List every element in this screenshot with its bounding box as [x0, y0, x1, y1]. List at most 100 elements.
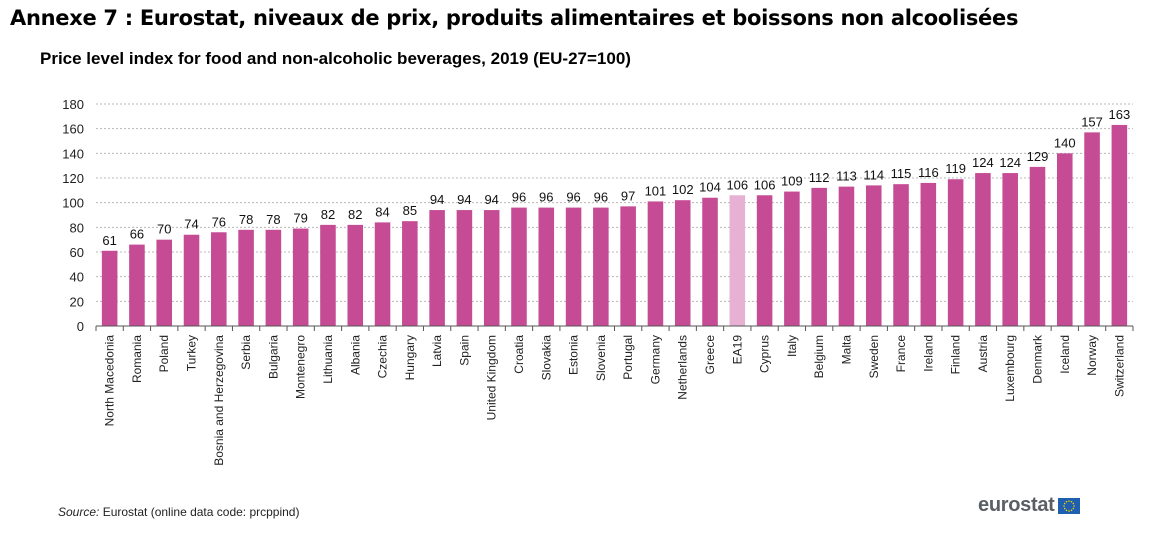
value-label: 140 [1054, 135, 1076, 150]
value-label: 102 [672, 182, 694, 197]
bar-estonia [565, 207, 582, 326]
value-label: 124 [972, 155, 994, 170]
y-tick-label: 80 [70, 220, 84, 235]
value-label: 61 [102, 233, 116, 248]
bar-cyprus [756, 195, 773, 326]
value-label: 106 [726, 177, 748, 192]
category-label: Italy [785, 335, 799, 357]
y-tick-label: 60 [70, 245, 84, 260]
value-label: 163 [1109, 107, 1131, 122]
category-label: Austria [976, 335, 990, 373]
category-label: Cyprus [758, 335, 772, 373]
category-label: Slovakia [539, 335, 553, 381]
category-label: Luxembourg [1003, 335, 1017, 402]
value-label: 79 [293, 211, 307, 226]
logo-text: eurostat [978, 494, 1055, 516]
bar-turkey [183, 234, 200, 326]
category-label: Iceland [1058, 335, 1072, 374]
y-tick-label: 100 [62, 196, 84, 211]
category-label: Switzerland [1112, 335, 1126, 397]
value-label: 115 [891, 166, 912, 181]
value-labels: 61 66 70 74 76 78 78 79 82 82 84 85 94 94 94 96 96 96 96 97… [102, 107, 1130, 248]
category-label: Malta [839, 335, 853, 365]
value-label: 101 [645, 183, 667, 198]
bar-greece [702, 197, 718, 326]
bar-netherlands [674, 200, 691, 326]
source-prefix: Source: [58, 505, 100, 519]
bar-iceland [1056, 153, 1073, 326]
category-label: Slovenia [594, 335, 608, 381]
source-note: Source: Eurostat (online data code: prcp… [58, 505, 299, 519]
category-labels: North Macedonia Romania Poland Turkey Bosnia… [103, 334, 1127, 466]
category-label: Bulgaria [266, 335, 280, 379]
value-label: 94 [484, 192, 498, 207]
value-label: 109 [781, 174, 803, 189]
bar-sweden [865, 185, 882, 326]
value-label: 74 [184, 217, 198, 232]
bar-united-kingdom [483, 210, 500, 326]
bar-romania [129, 244, 145, 326]
bar-germany [647, 201, 664, 326]
bar-malta [838, 186, 855, 326]
value-label: 82 [348, 207, 362, 222]
y-tick-label: 0 [77, 319, 84, 334]
value-label: 113 [836, 169, 857, 184]
bar-ea19 [729, 195, 746, 326]
value-label: 66 [130, 227, 144, 242]
value-label: 97 [621, 188, 635, 203]
eu-flag-icon [1057, 497, 1080, 514]
category-label: EA19 [730, 335, 744, 365]
bar-luxembourg [1002, 173, 1018, 326]
category-label: Sweden [867, 335, 881, 378]
category-label: Belgium [812, 335, 826, 378]
category-label: North Macedonia [103, 335, 117, 427]
category-label: Croatia [512, 335, 526, 374]
value-label: 70 [157, 222, 171, 237]
y-tick-label: 160 [62, 122, 84, 137]
category-label: Hungary [403, 335, 417, 380]
value-label: 85 [403, 203, 417, 218]
category-label: Netherlands [676, 335, 690, 400]
category-label: Spain [457, 335, 471, 366]
bar-lithuania [320, 224, 336, 326]
value-label: 157 [1081, 114, 1103, 129]
value-label: 78 [266, 212, 280, 227]
y-axis: 0 20 40 60 80 100 120 140 160 180 [62, 97, 84, 334]
value-label: 94 [430, 192, 444, 207]
category-label: Germany [648, 335, 662, 384]
value-label: 96 [594, 190, 608, 205]
value-label: 124 [999, 155, 1021, 170]
category-label: Montenegro [294, 335, 308, 399]
category-label: Estonia [567, 335, 581, 375]
bar-denmark [1029, 166, 1046, 326]
bar-slovakia [538, 207, 555, 326]
category-label: Greece [703, 335, 717, 375]
category-label: United Kingdom [485, 335, 499, 420]
category-label: Turkey [185, 335, 199, 371]
value-label: 82 [321, 207, 335, 222]
bar-hungary [402, 221, 418, 326]
y-tick-label: 180 [62, 97, 84, 112]
category-label: Finland [949, 335, 963, 374]
y-tick-label: 40 [70, 270, 84, 285]
bar-serbia [238, 229, 254, 326]
bar-albania [347, 224, 364, 326]
bar-north-macedonia [101, 250, 118, 326]
category-label: France [894, 335, 908, 373]
value-label: 106 [754, 177, 776, 192]
category-label: Czechia [376, 335, 390, 379]
bar-chart: 0 20 40 60 80 100 120 140 160 180 61 66 70 74 76 78 78 7… [62, 97, 1134, 466]
category-label: Denmark [1030, 334, 1044, 384]
bar-latvia [429, 210, 445, 326]
y-tick-label: 20 [70, 294, 84, 309]
bar-bulgaria [265, 229, 282, 326]
y-tick-label: 140 [62, 146, 84, 161]
value-label: 84 [375, 204, 389, 219]
bar-slovenia [593, 207, 609, 326]
bar-switzerland [1111, 124, 1128, 326]
bar-montenegro [292, 228, 309, 326]
annex-title: Annexe 7 : Eurostat, niveaux de prix, pr… [10, 6, 1019, 30]
value-label: 96 [539, 190, 553, 205]
value-label: 78 [239, 212, 253, 227]
value-label: 112 [809, 170, 830, 185]
